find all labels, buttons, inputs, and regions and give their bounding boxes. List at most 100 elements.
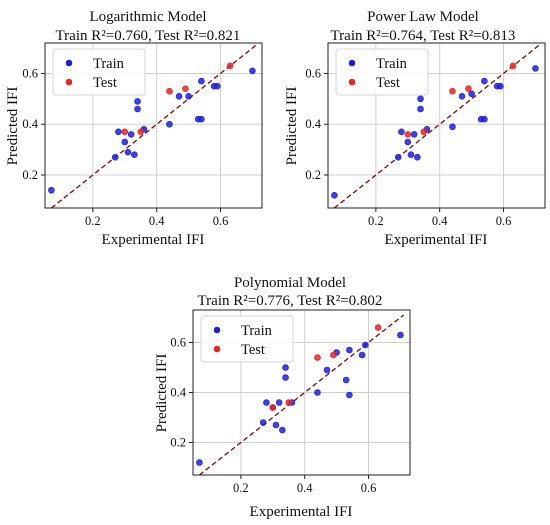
legend-marker [65, 78, 73, 86]
legend-label: Test [376, 75, 400, 91]
data-point-train [275, 399, 283, 406]
data-point-train [449, 123, 456, 131]
x-tick-label: 0.4 [432, 214, 448, 228]
data-point-test [226, 62, 234, 70]
plot-area: 0.2 0.4 0.6 0.2 0.4 0.6 Train Test [170, 309, 411, 495]
data-point-train [249, 67, 256, 75]
x-tick-label: 0.6 [213, 214, 229, 228]
data-point-test [330, 351, 337, 359]
data-point-train [398, 128, 405, 136]
legend-label: Train [93, 56, 125, 72]
data-point-train [272, 421, 280, 429]
y-tick-label: 0.4 [170, 386, 186, 400]
data-point-train [198, 77, 205, 85]
data-point-test [314, 354, 321, 361]
x-axis-label: Experimental IFI [250, 504, 353, 520]
data-point-train [121, 138, 129, 146]
legend-label: Test [93, 75, 117, 91]
data-point-train [196, 459, 203, 466]
plot-area: 0.2 0.4 0.6 0.2 0.4 0.6 Train Test [22, 42, 263, 228]
data-point-train [417, 95, 424, 103]
data-point-train [414, 153, 421, 161]
subplot-subtitle: Train R²=0.764, Test R²=0.813 [331, 28, 516, 44]
data-point-test [137, 128, 145, 136]
data-point-test [269, 404, 277, 411]
subplot-title: Logarithmic Model [89, 9, 206, 25]
reference-line [50, 45, 257, 209]
data-point-test [121, 128, 129, 136]
data-point-train [397, 331, 404, 339]
data-point-train [263, 399, 270, 406]
subplot-subtitle: Train R²=0.776, Test R²=0.802 [198, 293, 383, 309]
subplot-logarithmic: Logarithmic Model Train R²=0.760, Test R… [5, 9, 263, 248]
x-tick-label: 0.6 [496, 214, 512, 228]
y-tick-label: 0.6 [305, 66, 321, 80]
y-tick-label: 0.4 [305, 117, 321, 131]
data-point-test [404, 131, 412, 138]
x-tick-label: 0.4 [149, 214, 165, 228]
data-point-test [166, 87, 173, 95]
legend-marker [348, 78, 356, 86]
x-tick-label: 0.4 [297, 481, 313, 495]
data-point-train [346, 346, 353, 354]
data-point-train [532, 65, 539, 72]
subplot-polynomial: Polynomial Model Train R²=0.776, Test R²… [154, 275, 411, 520]
data-point-train [314, 389, 321, 396]
axes-frame [327, 42, 546, 209]
data-point-train [134, 98, 141, 105]
y-axis-label: Predicted IFI [284, 87, 300, 166]
data-point-train [48, 186, 55, 194]
data-point-test [509, 62, 517, 70]
data-point-train [175, 93, 183, 100]
x-tick-label: 0.2 [85, 214, 101, 228]
data-point-test [374, 324, 382, 331]
data-point-train [407, 151, 415, 158]
legend-label: Test [241, 342, 265, 358]
data-point-train [259, 419, 267, 426]
legend-marker [213, 326, 221, 334]
data-point-test [420, 128, 428, 136]
x-tick-label: 0.6 [361, 481, 377, 495]
y-axis-label: Predicted IFI [5, 87, 21, 166]
y-axis-label: Predicted IFI [154, 354, 170, 433]
x-axis-label: Experimental IFI [102, 232, 205, 248]
axes-frame [44, 42, 263, 209]
subplot-power-law: Power Law Model Train R²=0.764, Test R²=… [284, 9, 546, 248]
data-point-train [458, 93, 466, 100]
data-point-test [465, 85, 472, 92]
legend-box [200, 315, 294, 363]
legend-label: Train [241, 323, 273, 339]
data-point-train [134, 105, 141, 113]
x-tick-label: 0.2 [368, 214, 384, 228]
data-point-test [449, 87, 456, 95]
data-point-train [282, 364, 289, 371]
legend-box [52, 48, 146, 96]
legend-marker [348, 59, 356, 67]
data-point-train [404, 138, 412, 146]
plot-area: 0.2 0.4 0.6 0.2 0.4 0.6 Train Test [305, 42, 546, 228]
legend-label: Train [376, 56, 408, 72]
subplot-title: Polynomial Model [234, 275, 346, 291]
data-point-train [468, 90, 475, 98]
y-tick-label: 0.2 [170, 436, 186, 450]
data-point-train [127, 131, 135, 138]
y-tick-label: 0.6 [170, 336, 186, 350]
data-point-train [331, 192, 338, 199]
data-point-train [394, 153, 402, 161]
data-point-train [346, 391, 353, 399]
data-point-train [342, 376, 350, 384]
legend-marker [65, 59, 73, 67]
reference-line [198, 314, 405, 476]
y-tick-label: 0.4 [22, 117, 38, 131]
data-point-train [410, 131, 418, 138]
y-tick-label: 0.2 [22, 168, 38, 182]
data-point-train [214, 82, 221, 90]
x-axis-label: Experimental IFI [385, 232, 488, 248]
data-point-train [131, 151, 138, 158]
data-point-train [198, 115, 205, 123]
y-tick-label: 0.2 [305, 168, 321, 182]
data-point-train [362, 341, 369, 349]
data-point-train [417, 105, 424, 113]
reference-line [333, 45, 540, 209]
data-point-train [279, 426, 286, 434]
